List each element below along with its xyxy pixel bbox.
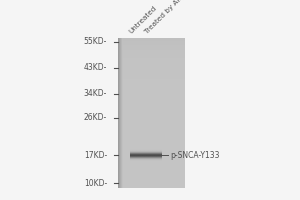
Text: Treated by Anisomycin: Treated by Anisomycin [144, 0, 206, 35]
Text: 10KD-: 10KD- [84, 178, 107, 188]
Text: 43KD-: 43KD- [84, 64, 107, 72]
Text: 26KD-: 26KD- [84, 114, 107, 122]
Text: Untreated: Untreated [128, 5, 158, 35]
Text: 55KD-: 55KD- [84, 38, 107, 46]
Text: 34KD-: 34KD- [84, 90, 107, 98]
Text: 17KD-: 17KD- [84, 150, 107, 160]
Text: p-SNCA-Y133: p-SNCA-Y133 [170, 150, 220, 160]
